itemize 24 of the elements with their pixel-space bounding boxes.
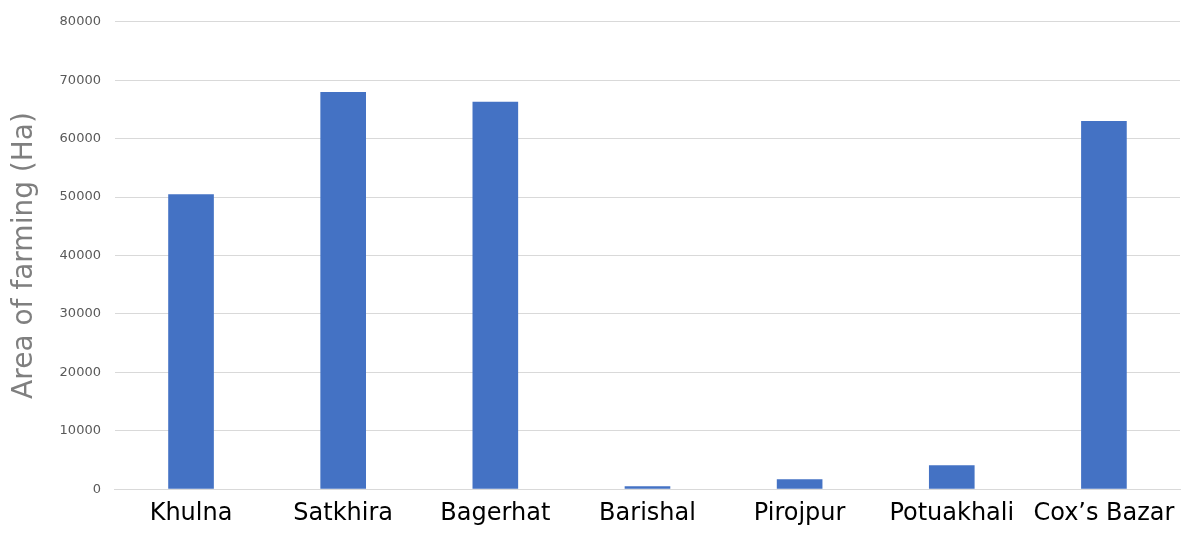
y-tick-label: 10000: [59, 422, 101, 438]
y-tick-label: 70000: [59, 71, 101, 87]
y-tick-label: 20000: [59, 363, 101, 379]
y-tick-label: 80000: [59, 13, 101, 29]
bar: [1081, 121, 1127, 489]
bar: [168, 194, 214, 489]
bar: [928, 465, 975, 489]
x-tick-label: Barishal: [599, 497, 696, 526]
x-tick-label: Khulna: [149, 497, 233, 526]
bar: [776, 479, 823, 489]
y-tick-label: 60000: [59, 130, 101, 146]
y-tick-label: 40000: [59, 246, 101, 262]
y-tick-label: 0: [92, 480, 101, 496]
bar: [472, 101, 519, 489]
x-tick-label: Cox’s Bazar: [1033, 497, 1175, 526]
y-axis-title: Area of farming (Ha): [6, 112, 40, 399]
x-tick-label: Bagerhat: [440, 497, 551, 526]
y-tick-label: 50000: [59, 188, 101, 204]
y-tick-label: 30000: [59, 305, 101, 321]
x-tick-label: Potuakhali: [889, 497, 1015, 526]
bar: [320, 91, 366, 489]
bar: [624, 486, 671, 489]
x-tick-label: Satkhira: [293, 497, 394, 526]
x-tick-label: Pirojpur: [753, 497, 846, 526]
